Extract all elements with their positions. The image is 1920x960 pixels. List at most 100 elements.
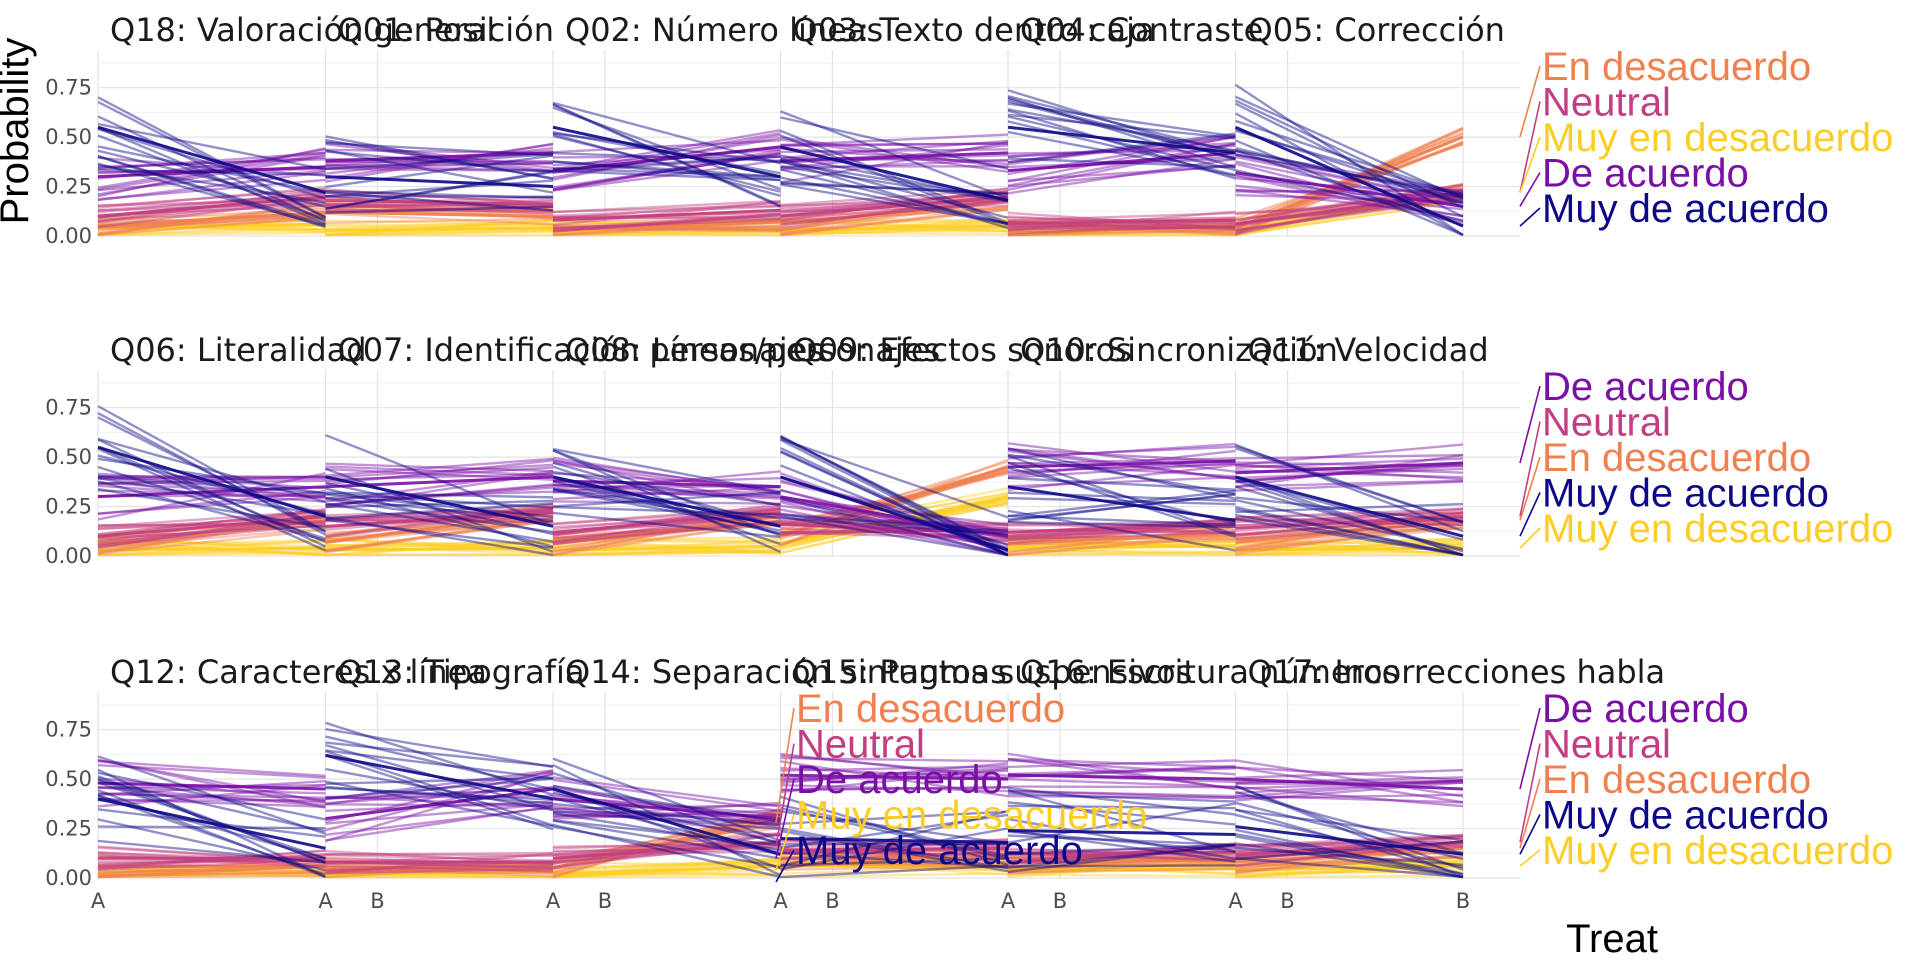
series-line bbox=[325, 518, 554, 554]
series-line bbox=[325, 502, 554, 520]
series-line bbox=[1235, 200, 1464, 237]
series-mean-line bbox=[780, 495, 1009, 538]
series-line bbox=[1007, 847, 1236, 865]
series-mean-line bbox=[97, 210, 326, 228]
series-line bbox=[1007, 133, 1236, 166]
series-line bbox=[1235, 149, 1464, 199]
series-mean-line bbox=[325, 226, 554, 232]
series-line bbox=[552, 204, 781, 214]
series-line bbox=[1235, 794, 1464, 804]
series-line bbox=[552, 152, 781, 191]
series-line bbox=[552, 519, 781, 550]
series-line bbox=[552, 858, 781, 870]
series-line bbox=[552, 505, 781, 525]
series-line bbox=[1235, 790, 1464, 855]
series-line bbox=[1235, 840, 1464, 861]
series-line bbox=[325, 800, 554, 813]
series-line bbox=[97, 170, 326, 202]
label-leader bbox=[1519, 385, 1541, 464]
series-line bbox=[325, 465, 554, 477]
series-mean-line bbox=[97, 194, 326, 218]
series-line bbox=[1235, 859, 1464, 870]
series-line bbox=[780, 183, 1009, 226]
series-line bbox=[325, 863, 554, 873]
series-line bbox=[1007, 164, 1236, 182]
series-line bbox=[325, 806, 554, 837]
panel-title: Q03: Texto dentro caja bbox=[793, 11, 1155, 49]
series-line bbox=[552, 149, 781, 191]
series-line bbox=[1235, 443, 1464, 533]
series-line bbox=[1235, 443, 1464, 467]
series-line bbox=[1007, 142, 1236, 191]
series-line bbox=[552, 447, 781, 494]
series-line bbox=[1235, 843, 1464, 860]
series-line bbox=[97, 218, 326, 229]
x-tick-label: B bbox=[370, 889, 384, 913]
series-line bbox=[97, 797, 326, 809]
panel-title: Q08: Líneas/personajes bbox=[565, 331, 940, 369]
series-line bbox=[552, 485, 781, 501]
series-line bbox=[1007, 461, 1236, 539]
series-line bbox=[1235, 160, 1464, 208]
series-line bbox=[1235, 507, 1464, 527]
series-line bbox=[1007, 493, 1236, 521]
series-line bbox=[97, 758, 326, 804]
x-tick-label: B bbox=[598, 889, 612, 913]
series-line bbox=[325, 516, 554, 553]
series-mean-line bbox=[780, 224, 1009, 232]
series-line bbox=[780, 514, 1009, 533]
series-line bbox=[1235, 516, 1464, 537]
series-line bbox=[552, 218, 781, 226]
series-line bbox=[97, 871, 326, 877]
series-line bbox=[1235, 538, 1464, 557]
series-line bbox=[1235, 835, 1464, 879]
series-line bbox=[1007, 525, 1236, 555]
series-line bbox=[780, 520, 1009, 526]
series-line bbox=[325, 140, 554, 170]
series-line bbox=[1007, 829, 1236, 863]
series-line bbox=[97, 126, 326, 225]
series-line bbox=[552, 861, 781, 867]
series-line bbox=[325, 203, 554, 215]
series-mean-line bbox=[325, 175, 554, 189]
series-line bbox=[97, 791, 326, 804]
series-line bbox=[97, 145, 326, 195]
series-line bbox=[552, 461, 781, 496]
series-line bbox=[552, 819, 781, 847]
series-line bbox=[552, 155, 781, 159]
series-line bbox=[780, 157, 1009, 219]
series-mean-line bbox=[1235, 840, 1464, 856]
series-mean-line bbox=[1007, 224, 1236, 230]
series-line bbox=[780, 848, 1009, 855]
series-mean-line bbox=[325, 151, 554, 163]
series-line bbox=[325, 205, 554, 214]
series-mean-line bbox=[780, 145, 1009, 202]
series-line bbox=[97, 163, 326, 204]
series-line bbox=[97, 96, 327, 219]
series-line bbox=[552, 819, 781, 860]
series-mean-line bbox=[1235, 864, 1464, 872]
series-line bbox=[325, 785, 554, 805]
series-line bbox=[325, 780, 554, 828]
series-line bbox=[325, 148, 554, 155]
series-line bbox=[325, 541, 554, 547]
series-line bbox=[552, 199, 781, 214]
series-line bbox=[325, 463, 554, 479]
series-line bbox=[325, 851, 554, 856]
series-line bbox=[1007, 531, 1236, 541]
series-line bbox=[325, 204, 554, 210]
series-line bbox=[1235, 834, 1464, 850]
series-line bbox=[97, 758, 326, 809]
series-line bbox=[1235, 840, 1464, 847]
series-line bbox=[780, 472, 1009, 526]
series-line bbox=[552, 483, 781, 499]
series-line bbox=[552, 808, 781, 870]
series-line bbox=[552, 159, 781, 192]
series-line bbox=[325, 518, 554, 544]
series-line bbox=[1235, 553, 1464, 557]
series-line bbox=[97, 122, 326, 171]
series-label: De acuerdo bbox=[1542, 687, 1749, 731]
series-line bbox=[780, 784, 1009, 793]
series-line bbox=[97, 858, 326, 872]
panel-title: Q13: Tipografía bbox=[338, 653, 585, 691]
